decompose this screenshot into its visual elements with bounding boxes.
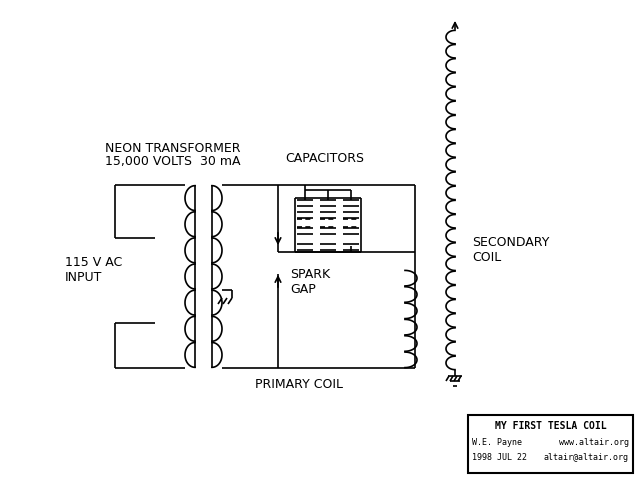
Text: 115 V AC
INPUT: 115 V AC INPUT — [65, 256, 122, 284]
Text: NEON TRANSFORMER: NEON TRANSFORMER — [105, 142, 241, 155]
Text: CAPACITORS: CAPACITORS — [285, 152, 364, 165]
Text: SECONDARY
COIL: SECONDARY COIL — [472, 236, 549, 264]
Text: www.altair.org: www.altair.org — [559, 438, 629, 447]
FancyBboxPatch shape — [468, 415, 633, 473]
Text: 15,000 VOLTS  30 mA: 15,000 VOLTS 30 mA — [105, 156, 241, 168]
Text: altair@altair.org: altair@altair.org — [544, 453, 629, 462]
Text: SPARK
GAP: SPARK GAP — [290, 268, 330, 296]
Text: PRIMARY COIL: PRIMARY COIL — [255, 379, 343, 392]
Text: 1998 JUL 22: 1998 JUL 22 — [472, 453, 527, 462]
Text: W.E. Payne: W.E. Payne — [472, 438, 522, 447]
Text: MY FIRST TESLA COIL: MY FIRST TESLA COIL — [495, 421, 606, 431]
